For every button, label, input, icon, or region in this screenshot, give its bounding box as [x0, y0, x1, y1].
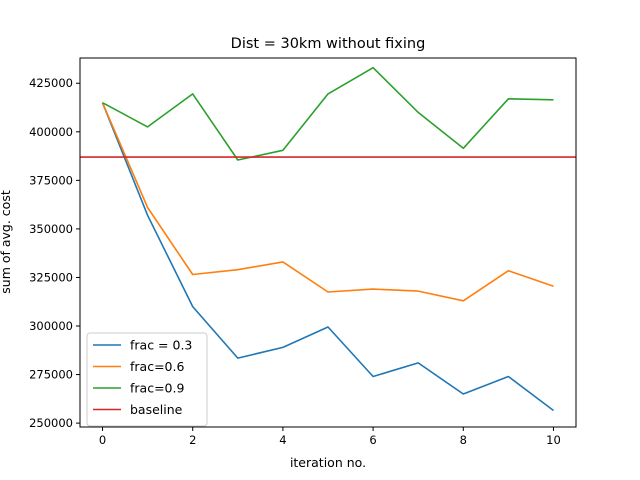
x-tick-label: 8: [460, 433, 467, 447]
y-axis: 250000 275000 300000 325000 350000 375000 4000…: [29, 76, 80, 430]
x-tick-label: 2: [189, 433, 196, 447]
series-line-2: [101, 102, 554, 302]
x-axis: 0 2 4 6 8 10: [99, 427, 561, 447]
legend-label: frac=0.9: [130, 381, 184, 396]
x-tick-label: 6: [369, 433, 376, 447]
x-tick-label: 10: [546, 433, 561, 447]
y-axis-label: sum of avg. cost: [0, 190, 13, 294]
plot-area: [80, 66, 576, 412]
legend-label: frac = 0.3: [130, 338, 192, 353]
x-axis-label: iteration no.: [290, 455, 366, 470]
series-line-3: [102, 66, 554, 161]
y-tick-label: 375000: [29, 173, 73, 187]
x-tick-label: 4: [279, 433, 286, 447]
legend-box: [86, 332, 208, 427]
chart-title: Dist = 30km without fixing: [231, 36, 426, 52]
y-tick-label: 425000: [29, 76, 73, 90]
y-tick-label: 325000: [29, 270, 73, 284]
y-tick-label: 400000: [29, 125, 73, 139]
series-line-1: [101, 102, 554, 412]
legend: frac = 0.3 frac=0.6 frac=0.9 baseline: [86, 332, 208, 427]
y-tick-label: 350000: [29, 222, 73, 236]
y-tick-label: 250000: [29, 416, 73, 430]
x-tick-label: 0: [99, 433, 106, 447]
legend-label: frac=0.6: [130, 359, 184, 374]
plot-frame: [79, 57, 577, 428]
y-tick-label: 300000: [29, 319, 73, 333]
y-tick-label: 275000: [29, 368, 73, 382]
legend-label: baseline: [130, 402, 183, 417]
